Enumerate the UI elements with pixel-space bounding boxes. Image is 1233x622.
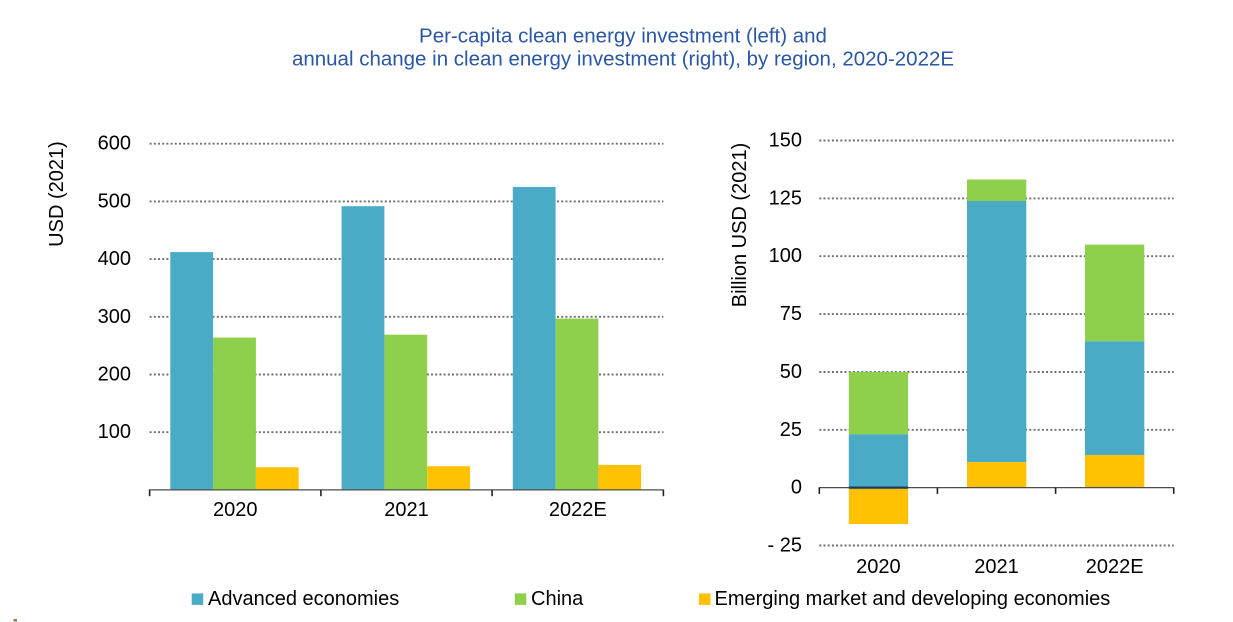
svg-text:2022E: 2022E — [1086, 556, 1144, 578]
svg-text:150: 150 — [769, 130, 802, 152]
svg-text:200: 200 — [98, 364, 131, 386]
svg-text:Emerging market and developing: Emerging market and developing economies — [715, 588, 1111, 610]
svg-text:2020: 2020 — [213, 499, 258, 521]
svg-text:- 25: - 25 — [768, 535, 802, 557]
svg-text:2020: 2020 — [856, 556, 901, 578]
svg-text:Per-capita clean energy invest: Per-capita clean energy investment (left… — [419, 25, 827, 48]
svg-text:400: 400 — [98, 248, 131, 270]
svg-text:100: 100 — [769, 245, 802, 267]
svg-text:Billion USD (2021): Billion USD (2021) — [729, 143, 751, 308]
svg-text:2022E: 2022E — [549, 499, 607, 521]
svg-text:600: 600 — [98, 133, 131, 155]
svg-text:125: 125 — [769, 187, 802, 209]
svg-text:Advanced economies: Advanced economies — [208, 588, 399, 610]
svg-text:500: 500 — [98, 190, 131, 212]
svg-text:USD (2021): USD (2021) — [46, 141, 68, 247]
svg-text:0: 0 — [791, 477, 802, 499]
svg-text:2021: 2021 — [384, 499, 429, 521]
svg-text:300: 300 — [98, 306, 131, 328]
svg-text:2021: 2021 — [974, 556, 1019, 578]
svg-text:China: China — [531, 588, 584, 610]
svg-text:annual change in clean energy: annual change in clean energy investment… — [292, 48, 954, 71]
svg-text:50: 50 — [780, 361, 802, 383]
svg-text:25: 25 — [780, 419, 802, 441]
svg-text:75: 75 — [780, 303, 802, 325]
svg-text:100: 100 — [98, 421, 131, 443]
